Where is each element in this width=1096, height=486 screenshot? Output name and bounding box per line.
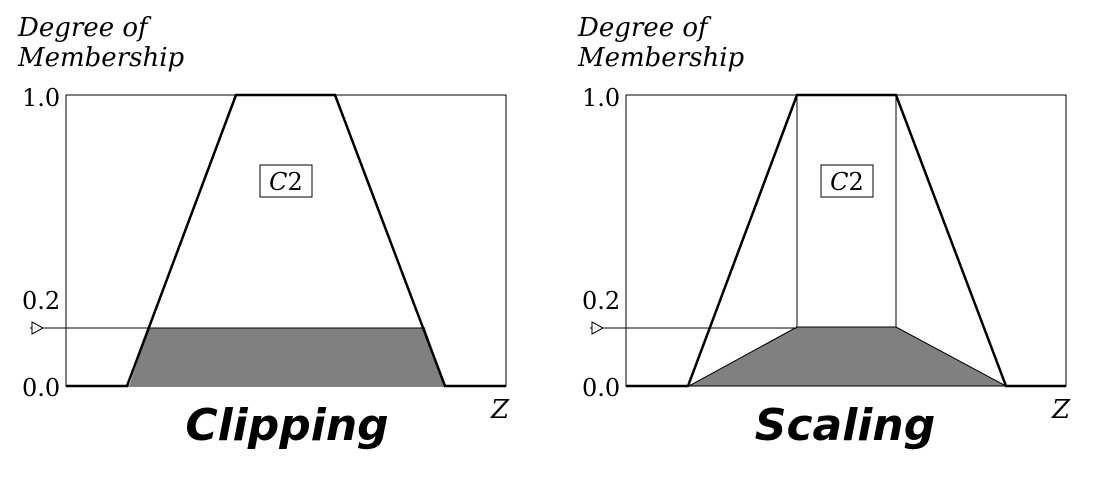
y-tick-0-2: 0.2 xyxy=(582,287,620,315)
y-tick-0-0: 0.0 xyxy=(22,374,60,402)
set-label-letter: C xyxy=(269,168,287,196)
x-axis-label: Z xyxy=(1051,395,1071,425)
triangle-arrow-icon xyxy=(591,321,605,335)
membership-function-c2 xyxy=(626,93,1066,388)
clipping-panel: Degree of Membership 1.0 0.2 0.0 C2 Z Cl… xyxy=(17,13,510,451)
membership-function-c2 xyxy=(66,93,506,388)
panel-caption: Clipping xyxy=(185,400,388,451)
y-tick-0-0: 0.0 xyxy=(582,374,620,402)
scaled-area xyxy=(688,326,1007,387)
x-axis-label: Z xyxy=(490,395,510,425)
set-label-box xyxy=(820,164,874,198)
set-label-letter: C xyxy=(830,168,848,196)
set-label-box xyxy=(259,164,313,198)
triangle-arrow-icon xyxy=(31,321,45,335)
y-axis-label-line2: Membership xyxy=(17,43,185,73)
scaling-panel: Degree of Membership 1.0 0.2 0.0 C2 Z Sc… xyxy=(577,13,1071,451)
set-label-number: 2 xyxy=(288,168,303,196)
y-axis-label-line1: Degree of xyxy=(577,13,712,43)
set-label: C2 xyxy=(269,168,303,196)
y-tick-1-0: 1.0 xyxy=(582,84,620,112)
y-axis-label-line1: Degree of xyxy=(17,13,152,43)
y-axis-label-line2: Membership xyxy=(577,43,745,73)
y-tick-0-2: 0.2 xyxy=(22,287,60,315)
set-label: C2 xyxy=(830,168,864,196)
panel-caption: Scaling xyxy=(755,400,935,451)
y-tick-1-0: 1.0 xyxy=(22,84,60,112)
set-label-number: 2 xyxy=(849,168,864,196)
clipped-area xyxy=(129,328,445,386)
